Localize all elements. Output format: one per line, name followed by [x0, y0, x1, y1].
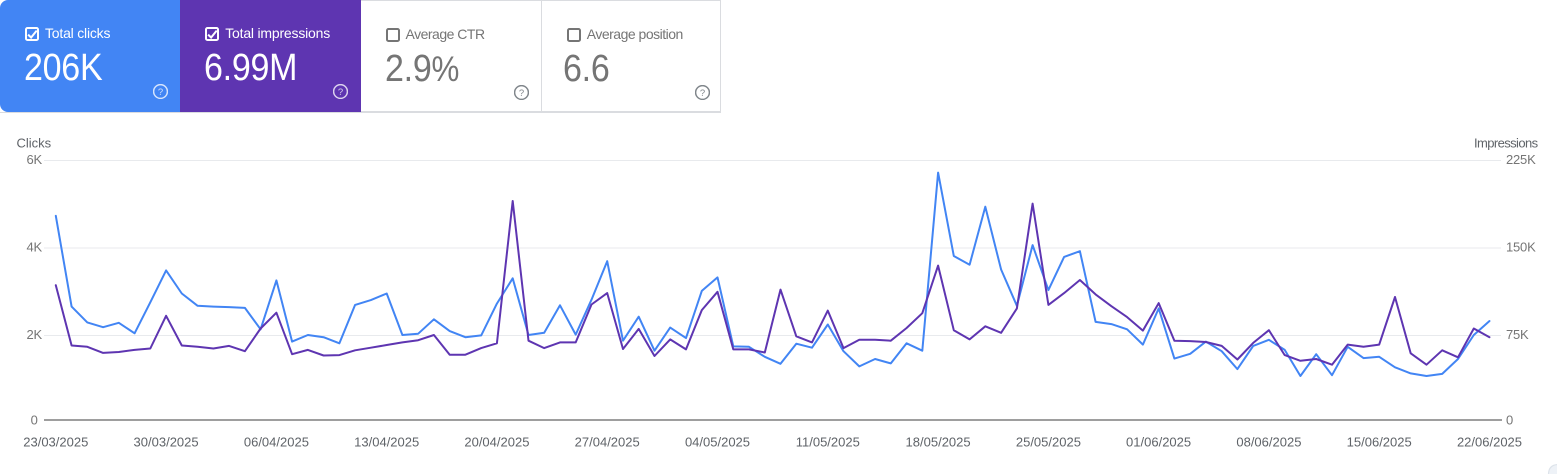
svg-text:Impressions: Impressions [1474, 136, 1539, 151]
svg-text:2K: 2K [26, 327, 42, 342]
svg-text:25/05/2025: 25/05/2025 [1016, 435, 1081, 450]
svg-text:Clicks: Clicks [17, 136, 52, 151]
svg-text:08/06/2025: 08/06/2025 [1236, 435, 1301, 450]
svg-text:20/04/2025: 20/04/2025 [464, 435, 529, 450]
svg-text:23/03/2025: 23/03/2025 [23, 435, 88, 450]
svg-text:18/05/2025: 18/05/2025 [906, 435, 971, 450]
svg-text:?: ? [158, 87, 163, 98]
svg-text:30/03/2025: 30/03/2025 [134, 435, 199, 450]
svg-text:?: ? [518, 88, 523, 99]
svg-text:13/04/2025: 13/04/2025 [354, 435, 419, 450]
svg-text:150K: 150K [1506, 240, 1536, 255]
svg-text:0: 0 [1506, 413, 1513, 428]
svg-text:?: ? [338, 87, 343, 98]
svg-text:0: 0 [31, 413, 38, 428]
svg-text:01/06/2025: 01/06/2025 [1126, 435, 1191, 450]
svg-text:04/05/2025: 04/05/2025 [685, 435, 750, 450]
svg-text:?: ? [700, 88, 705, 99]
svg-text:4K: 4K [26, 240, 42, 255]
svg-text:6K: 6K [26, 152, 42, 167]
svg-text:15/06/2025: 15/06/2025 [1347, 435, 1412, 450]
svg-text:22/06/2025: 22/06/2025 [1457, 435, 1522, 450]
svg-text:75K: 75K [1506, 327, 1529, 342]
svg-text:11/05/2025: 11/05/2025 [796, 435, 860, 450]
svg-text:06/04/2025: 06/04/2025 [244, 435, 309, 450]
svg-text:27/04/2025: 27/04/2025 [575, 435, 640, 450]
svg-text:225K: 225K [1506, 152, 1536, 167]
